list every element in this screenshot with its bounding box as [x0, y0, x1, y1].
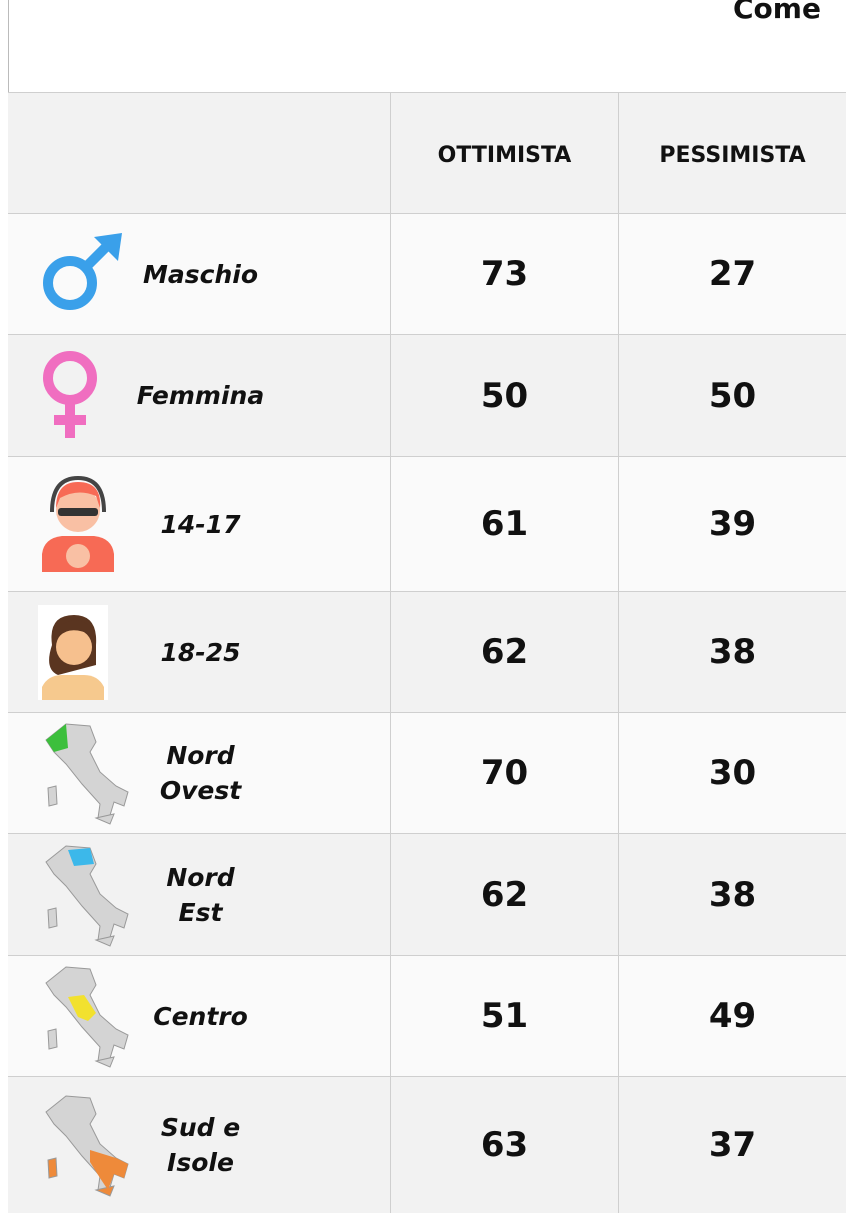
row-icon [38, 214, 128, 334]
row-icon [38, 592, 108, 712]
cell-value: 38 [618, 834, 846, 955]
row-icon [38, 457, 118, 591]
cell-value: 30 [618, 713, 846, 833]
cell-value: 51 [390, 956, 618, 1076]
title: Come [733, 0, 821, 25]
row-label: Maschio [143, 259, 258, 289]
cell-value: 62 [390, 834, 618, 955]
row-label: Nord Est [166, 862, 235, 927]
cell-value: 27 [618, 214, 846, 334]
row-label: Femmina [136, 381, 265, 410]
column-header: OTTIMISTA [390, 93, 618, 213]
border-line [8, 0, 9, 92]
table-row: Nord Ovest 70 30 [8, 712, 846, 833]
cell-value: 50 [618, 335, 846, 456]
cell-value: 62 [390, 592, 618, 712]
cell-value: 73 [390, 214, 618, 334]
cell-value: 49 [618, 956, 846, 1076]
row-icon [38, 335, 108, 456]
row-label: 14-17 [160, 509, 241, 539]
cell-value: 37 [618, 1077, 846, 1213]
column-header: PESSIMISTA [618, 93, 846, 213]
table-row: Sud e Isole 63 37 [8, 1076, 846, 1213]
row-label: Sud e Isole [160, 1113, 241, 1177]
cell-value: 61 [390, 457, 618, 591]
cell-value: 38 [618, 592, 846, 712]
row-icon [38, 713, 133, 833]
cell-value: 39 [618, 457, 846, 591]
header-row: OTTIMISTA PESSIMISTA [8, 92, 846, 213]
table-row: Nord Est 62 38 [8, 833, 846, 955]
table-row: Centro 51 49 [8, 955, 846, 1076]
row-icon [38, 956, 133, 1076]
cell-value: 63 [390, 1077, 618, 1213]
row-label: Nord Ovest [159, 741, 242, 805]
row-label: Centro [153, 1001, 248, 1031]
cell-value: 70 [390, 713, 618, 833]
row-label: 18-25 [160, 637, 241, 667]
table-row: Femmina 50 50 [8, 334, 846, 456]
row-icon [38, 1077, 133, 1213]
table-row: 18-25 62 38 [8, 591, 846, 712]
table-row: Maschio 73 27 [8, 213, 846, 334]
table-row: 14-17 61 39 [8, 456, 846, 591]
row-icon [38, 834, 133, 955]
cell-value: 50 [390, 335, 618, 456]
